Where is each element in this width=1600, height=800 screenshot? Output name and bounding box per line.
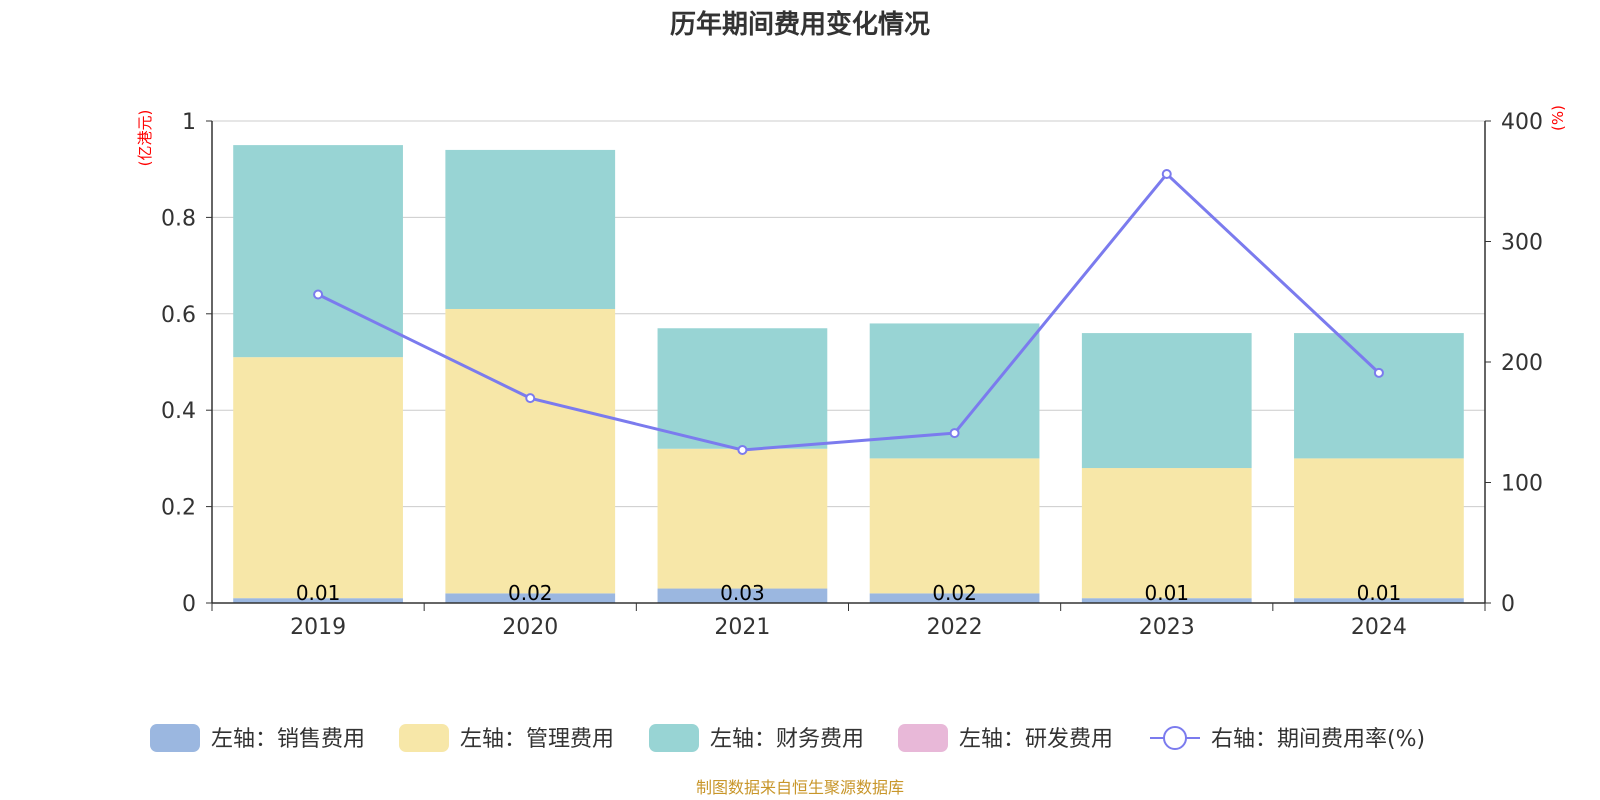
rate-point xyxy=(1161,169,1172,180)
x-axis-tick-label: 2024 xyxy=(1351,615,1407,640)
left-axis-tick-label: 0.4 xyxy=(161,399,196,424)
rate-point xyxy=(525,393,536,404)
bar-segment-1 xyxy=(657,448,828,589)
legend-label: 左轴：销售费用 xyxy=(211,727,365,752)
legend-label: 左轴：研发费用 xyxy=(959,727,1113,752)
legend-label: 左轴：管理费用 xyxy=(460,727,614,752)
rate-line xyxy=(317,171,1380,452)
legend-label: 左轴：财务费用 xyxy=(710,727,864,752)
bar-value-label: 0.01 xyxy=(1144,581,1189,605)
axes: 0 0.2 0.4 0.6 0.8 1 0 100 200 300 400 2019 2020 2021 2… xyxy=(161,110,1543,640)
legend-marker-icon xyxy=(1163,726,1187,750)
x-axis-tick-label: 2023 xyxy=(1139,615,1195,640)
right-axis-tick-label: 0 xyxy=(1501,592,1515,617)
bar-segment-0 xyxy=(657,588,828,603)
x-axis-tick-label: 2021 xyxy=(714,615,770,640)
bar-segment-2 xyxy=(1294,333,1464,459)
bar-segment-1 xyxy=(1081,468,1252,599)
bar-value-label: 0.02 xyxy=(508,581,553,605)
bar-value-label: 0.01 xyxy=(1357,581,1402,605)
rate-point xyxy=(737,444,748,455)
line-series xyxy=(313,169,1384,455)
legend-label: 右轴：期间费用率(%) xyxy=(1211,727,1425,752)
bars: 0.01 0.02 0.03 0.02 0.01 0.01 xyxy=(233,145,1464,605)
bar-segment-0 xyxy=(233,598,403,603)
x-axis-tick-label: 2019 xyxy=(290,615,346,640)
bar-segment-1 xyxy=(233,357,403,599)
bar-segment-0 xyxy=(1294,598,1464,603)
bar-segment-2 xyxy=(657,328,828,449)
bar-value-label: 0.03 xyxy=(720,581,765,605)
legend-swatch-icon xyxy=(150,724,200,752)
bar-segment-0 xyxy=(445,593,616,603)
bar-value-label: 0.01 xyxy=(296,581,341,605)
chart-title: 历年期间费用变化情况 xyxy=(670,9,930,40)
right-axis-tick-label: 400 xyxy=(1501,110,1543,135)
left-axis-tick-label: 0.6 xyxy=(161,303,196,328)
bar-segment-0 xyxy=(1081,598,1252,603)
bar-segment-2 xyxy=(233,145,403,358)
left-axis-tick-label: 1 xyxy=(182,110,196,135)
rate-point xyxy=(313,289,324,300)
bar-segment-1 xyxy=(445,308,616,594)
x-axis-tick-label: 2020 xyxy=(502,615,558,640)
legend: 左轴：销售费用 左轴：管理费用 左轴：财务费用 左轴：研发费用 右轴：期间费用率(%) xyxy=(150,724,1425,752)
bar-segment-2 xyxy=(445,149,616,309)
right-axis-tick-label: 100 xyxy=(1501,472,1543,497)
bar-segment-1 xyxy=(1294,458,1464,599)
legend-swatch-icon xyxy=(898,724,948,752)
left-axis-tick-label: 0 xyxy=(182,592,196,617)
legend-swatch-icon xyxy=(399,724,449,752)
legend-swatch-icon xyxy=(649,724,699,752)
source-note: 制图数据来自恒生聚源数据库 xyxy=(696,778,904,797)
right-axis-tick-label: 200 xyxy=(1501,351,1543,376)
bar-value-label: 0.02 xyxy=(932,581,977,605)
right-axis-unit: (%) xyxy=(1549,105,1567,131)
bar-segment-1 xyxy=(869,458,1040,594)
x-axis-tick-label: 2022 xyxy=(927,615,983,640)
bar-segment-2 xyxy=(1081,333,1252,469)
right-axis-tick-label: 300 xyxy=(1501,231,1543,256)
left-axis-tick-label: 0.8 xyxy=(161,206,196,231)
left-axis-tick-label: 0.2 xyxy=(161,496,196,521)
bar-segment-0 xyxy=(869,593,1040,603)
left-axis-unit: (亿港元) xyxy=(136,110,154,167)
rate-point xyxy=(1373,367,1384,378)
rate-point xyxy=(949,428,960,439)
